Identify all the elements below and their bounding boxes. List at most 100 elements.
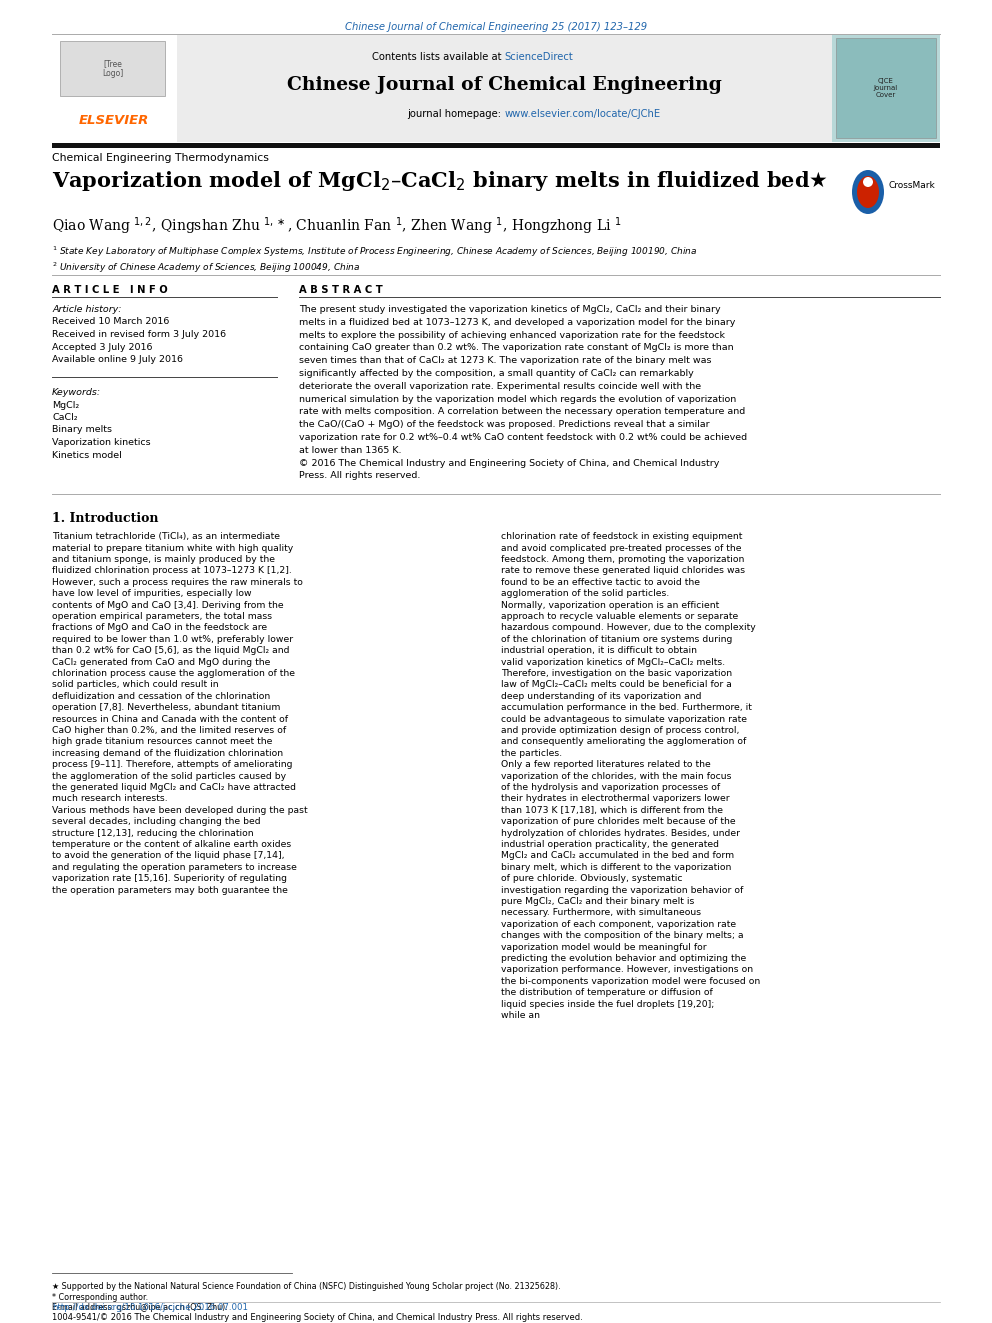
Text: 1. Introduction: 1. Introduction xyxy=(52,512,159,525)
Text: 1004-9541/© 2016 The Chemical Industry and Engineering Society of China, and Che: 1004-9541/© 2016 The Chemical Industry a… xyxy=(52,1312,582,1322)
Text: process [9–11]. Therefore, attempts of ameliorating: process [9–11]. Therefore, attempts of a… xyxy=(52,761,293,769)
Text: MgCl₂ and CaCl₂ accumulated in the bed and form: MgCl₂ and CaCl₂ accumulated in the bed a… xyxy=(501,852,734,860)
Text: Titanium tetrachloride (TiCl₄), as an intermediate: Titanium tetrachloride (TiCl₄), as an in… xyxy=(52,532,280,541)
Text: Received 10 March 2016: Received 10 March 2016 xyxy=(52,318,170,327)
Text: Therefore, investigation on the basic vaporization: Therefore, investigation on the basic va… xyxy=(501,669,732,677)
Text: MgCl₂: MgCl₂ xyxy=(52,401,79,410)
Text: of the chlorination of titanium ore systems during: of the chlorination of titanium ore syst… xyxy=(501,635,732,644)
Text: seven times than that of CaCl₂ at 1273 K. The vaporization rate of the binary me: seven times than that of CaCl₂ at 1273 K… xyxy=(299,356,711,365)
Text: of the hydrolysis and vaporization processes of: of the hydrolysis and vaporization proce… xyxy=(501,783,720,792)
Text: Chinese Journal of Chemical Engineering 25 (2017) 123–129: Chinese Journal of Chemical Engineering … xyxy=(345,22,647,32)
Text: numerical simulation by the vaporization model which regards the evolution of va: numerical simulation by the vaporization… xyxy=(299,394,736,404)
Text: A R T I C L E   I N F O: A R T I C L E I N F O xyxy=(52,284,168,295)
Text: the generated liquid MgCl₂ and CaCl₂ have attracted: the generated liquid MgCl₂ and CaCl₂ hav… xyxy=(52,783,296,792)
Text: operation [7,8]. Nevertheless, abundant titanium: operation [7,8]. Nevertheless, abundant … xyxy=(52,704,281,712)
Text: than 1073 K [17,18], which is different from the: than 1073 K [17,18], which is different … xyxy=(501,806,723,815)
Text: the operation parameters may both guarantee the: the operation parameters may both guaran… xyxy=(52,885,288,894)
Text: containing CaO greater than 0.2 wt%. The vaporization rate constant of MgCl₂ is : containing CaO greater than 0.2 wt%. The… xyxy=(299,344,734,352)
Text: Normally, vaporization operation is an efficient: Normally, vaporization operation is an e… xyxy=(501,601,719,610)
Text: accumulation performance in the bed. Furthermore, it: accumulation performance in the bed. Fur… xyxy=(501,704,752,712)
Text: and regulating the operation parameters to increase: and regulating the operation parameters … xyxy=(52,863,297,872)
Text: industrial operation practicality, the generated: industrial operation practicality, the g… xyxy=(501,840,719,849)
Text: at lower than 1365 K.: at lower than 1365 K. xyxy=(299,446,402,455)
Text: ★ Supported by the National Natural Science Foundation of China (NSFC) Distingui: ★ Supported by the National Natural Scie… xyxy=(52,1282,560,1291)
Text: temperature or the content of alkaline earth oxides: temperature or the content of alkaline e… xyxy=(52,840,292,849)
Text: feedstock. Among them, promoting the vaporization: feedstock. Among them, promoting the vap… xyxy=(501,556,744,564)
Text: the CaO/(CaO + MgO) of the feedstock was proposed. Predictions reveal that a sim: the CaO/(CaO + MgO) of the feedstock was… xyxy=(299,421,709,429)
Text: the particles.: the particles. xyxy=(501,749,562,758)
Text: Accepted 3 July 2016: Accepted 3 July 2016 xyxy=(52,343,153,352)
Text: the agglomeration of the solid particles caused by: the agglomeration of the solid particles… xyxy=(52,771,286,781)
Text: hydrolyzation of chlorides hydrates. Besides, under: hydrolyzation of chlorides hydrates. Bes… xyxy=(501,828,740,837)
Text: and provide optimization design of process control,: and provide optimization design of proce… xyxy=(501,726,739,736)
Text: to avoid the generation of the liquid phase [7,14],: to avoid the generation of the liquid ph… xyxy=(52,852,285,860)
Text: than 0.2 wt% for CaO [5,6], as the liquid MgCl₂ and: than 0.2 wt% for CaO [5,6], as the liqui… xyxy=(52,646,290,655)
Text: The present study investigated the vaporization kinetics of MgCl₂, CaCl₂ and the: The present study investigated the vapor… xyxy=(299,306,720,314)
Text: high grade titanium resources cannot meet the: high grade titanium resources cannot mee… xyxy=(52,737,273,746)
Text: vaporization of pure chlorides melt because of the: vaporization of pure chlorides melt beca… xyxy=(501,818,736,826)
Text: © 2016 The Chemical Industry and Engineering Society of China, and Chemical Indu: © 2016 The Chemical Industry and Enginee… xyxy=(299,459,719,467)
Text: could be advantageous to simulate vaporization rate: could be advantageous to simulate vapori… xyxy=(501,714,747,724)
Text: their hydrates in electrothermal vaporizers lower: their hydrates in electrothermal vaporiz… xyxy=(501,794,730,803)
Text: deteriorate the overall vaporization rate. Experimental results coincide well wi: deteriorate the overall vaporization rat… xyxy=(299,382,701,390)
Text: changes with the composition of the binary melts; a: changes with the composition of the bina… xyxy=(501,931,744,941)
Text: of pure chloride. Obviously, systematic: of pure chloride. Obviously, systematic xyxy=(501,875,682,884)
Text: E-mail address: qszhu@ipe.ac.cn (QS. Zhu).: E-mail address: qszhu@ipe.ac.cn (QS. Zhu… xyxy=(52,1303,228,1311)
Text: vaporization rate [15,16]. Superiority of regulating: vaporization rate [15,16]. Superiority o… xyxy=(52,875,287,884)
Text: much research interests.: much research interests. xyxy=(52,794,168,803)
Text: vaporization of each component, vaporization rate: vaporization of each component, vaporiza… xyxy=(501,919,736,929)
Text: chlorination rate of feedstock in existing equipment: chlorination rate of feedstock in existi… xyxy=(501,532,742,541)
Text: A B S T R A C T: A B S T R A C T xyxy=(299,284,383,295)
Text: Contents lists available at: Contents lists available at xyxy=(372,52,505,62)
Text: while an: while an xyxy=(501,1011,540,1020)
Text: vaporization rate for 0.2 wt%–0.4 wt% CaO content feedstock with 0.2 wt% could b: vaporization rate for 0.2 wt%–0.4 wt% Ca… xyxy=(299,433,747,442)
Bar xyxy=(60,41,165,97)
Text: Available online 9 July 2016: Available online 9 July 2016 xyxy=(52,355,183,364)
Text: ELSEVIER: ELSEVIER xyxy=(78,114,149,127)
Text: operation empirical parameters, the total mass: operation empirical parameters, the tota… xyxy=(52,613,272,620)
Text: law of MgCl₂–CaCl₂ melts could be beneficial for a: law of MgCl₂–CaCl₂ melts could be benefi… xyxy=(501,680,732,689)
Bar xyxy=(836,38,936,138)
Text: the distribution of temperature or diffusion of: the distribution of temperature or diffu… xyxy=(501,988,712,998)
Text: http://dx.doi.org/10.1016/j.cjche.2016.07.001: http://dx.doi.org/10.1016/j.cjche.2016.0… xyxy=(52,1303,248,1312)
Text: solid particles, which could result in: solid particles, which could result in xyxy=(52,680,218,689)
Text: investigation regarding the vaporization behavior of: investigation regarding the vaporization… xyxy=(501,885,743,894)
Text: found to be an effective tactic to avoid the: found to be an effective tactic to avoid… xyxy=(501,578,700,587)
Text: $^2$ University of Chinese Academy of Sciences, Beijing 100049, China: $^2$ University of Chinese Academy of Sc… xyxy=(52,261,360,275)
Text: material to prepare titanium white with high quality: material to prepare titanium white with … xyxy=(52,544,294,553)
Text: predicting the evolution behavior and optimizing the: predicting the evolution behavior and op… xyxy=(501,954,746,963)
Text: Qiao Wang $^{1,2}$, Qingshan Zhu $^{1,\ast}$, Chuanlin Fan $^{1}$, Zhen Wang $^{: Qiao Wang $^{1,2}$, Qingshan Zhu $^{1,\a… xyxy=(52,216,622,237)
Text: However, such a process requires the raw minerals to: However, such a process requires the raw… xyxy=(52,578,303,587)
Text: contents of MgO and CaO [3,4]. Deriving from the: contents of MgO and CaO [3,4]. Deriving … xyxy=(52,601,284,610)
Text: pure MgCl₂, CaCl₂ and their binary melt is: pure MgCl₂, CaCl₂ and their binary melt … xyxy=(501,897,694,906)
Text: Only a few reported literatures related to the: Only a few reported literatures related … xyxy=(501,761,710,769)
Text: binary melt, which is different to the vaporization: binary melt, which is different to the v… xyxy=(501,863,731,872)
Text: approach to recycle valuable elements or separate: approach to recycle valuable elements or… xyxy=(501,613,738,620)
Bar xyxy=(177,34,832,142)
Text: resources in China and Canada with the content of: resources in China and Canada with the c… xyxy=(52,714,288,724)
Text: Press. All rights reserved.: Press. All rights reserved. xyxy=(299,471,421,480)
Text: Vaporization model of MgCl$_2$–CaCl$_2$ binary melts in fluidized bed$\bigstar$: Vaporization model of MgCl$_2$–CaCl$_2$ … xyxy=(52,169,828,193)
Text: CaCl₂: CaCl₂ xyxy=(52,413,77,422)
Text: CaO higher than 0.2%, and the limited reserves of: CaO higher than 0.2%, and the limited re… xyxy=(52,726,286,736)
Bar xyxy=(52,143,940,148)
Text: Keywords:: Keywords: xyxy=(52,388,101,397)
Text: hazardous compound. However, due to the complexity: hazardous compound. However, due to the … xyxy=(501,623,756,632)
Ellipse shape xyxy=(857,176,879,208)
Text: melts to explore the possibility of achieving enhanced vaporization rate for the: melts to explore the possibility of achi… xyxy=(299,331,725,340)
Text: several decades, including changing the bed: several decades, including changing the … xyxy=(52,818,261,826)
Text: Received in revised form 3 July 2016: Received in revised form 3 July 2016 xyxy=(52,329,226,339)
Text: and consequently ameliorating the agglomeration of: and consequently ameliorating the agglom… xyxy=(501,737,746,746)
Text: fluidized chlorination process at 1073–1273 K [1,2].: fluidized chlorination process at 1073–1… xyxy=(52,566,292,576)
Text: vaporization of the chlorides, with the main focus: vaporization of the chlorides, with the … xyxy=(501,771,731,781)
Text: have low level of impurities, especially low: have low level of impurities, especially… xyxy=(52,589,252,598)
Text: CJCE
Journal
Cover: CJCE Journal Cover xyxy=(874,78,898,98)
Bar xyxy=(832,34,940,142)
Text: melts in a fluidized bed at 1073–1273 K, and developed a vaporization model for : melts in a fluidized bed at 1073–1273 K,… xyxy=(299,318,735,327)
Text: Article history:: Article history: xyxy=(52,306,121,314)
Text: vaporization model would be meaningful for: vaporization model would be meaningful f… xyxy=(501,942,706,951)
Text: chlorination process cause the agglomeration of the: chlorination process cause the agglomera… xyxy=(52,669,295,677)
Text: Various methods have been developed during the past: Various methods have been developed duri… xyxy=(52,806,308,815)
Text: defluidization and cessation of the chlorination: defluidization and cessation of the chlo… xyxy=(52,692,270,701)
Text: www.elsevier.com/locate/CJChE: www.elsevier.com/locate/CJChE xyxy=(505,108,661,119)
